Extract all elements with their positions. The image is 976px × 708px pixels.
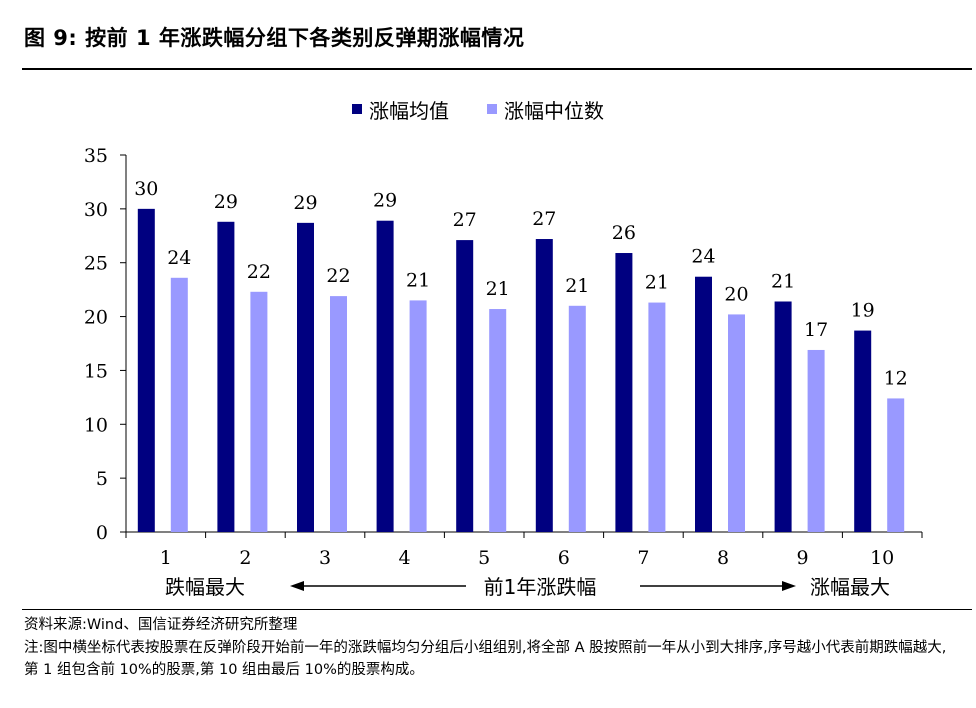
bar-mean — [456, 240, 474, 532]
legend-swatch — [352, 104, 362, 114]
x-tick-label: 8 — [717, 547, 729, 569]
x-tick-label: 5 — [478, 547, 490, 569]
data-label: 29 — [373, 190, 397, 212]
data-label: 21 — [645, 272, 669, 294]
annotation-left: 跌幅最大 — [165, 575, 245, 599]
data-label: 21 — [486, 278, 510, 300]
x-tick-label: 2 — [239, 547, 251, 569]
bar-mean — [535, 239, 553, 532]
bar-median — [728, 314, 745, 532]
bar-mean — [217, 221, 235, 533]
y-tick-label: 5 — [96, 468, 108, 490]
y-tick-label: 35 — [84, 145, 108, 167]
data-label: 29 — [214, 191, 238, 213]
data-label: 27 — [532, 208, 556, 230]
bar-median — [648, 302, 666, 532]
legend-label: 涨幅中位数 — [504, 99, 604, 123]
source-note: 资料来源:Wind、国信证券经济研究所整理 — [24, 617, 298, 633]
data-label: 26 — [612, 222, 636, 244]
y-tick-label: 15 — [84, 360, 108, 382]
data-label: 12 — [884, 367, 908, 389]
y-tick-label: 25 — [84, 253, 108, 275]
data-label: 20 — [724, 283, 748, 305]
bar-median — [330, 296, 347, 532]
data-label: 22 — [247, 261, 271, 283]
data-label: 27 — [453, 209, 477, 231]
data-label: 24 — [167, 247, 191, 269]
bar-median — [170, 277, 188, 532]
bar-mean — [774, 301, 792, 532]
data-label: 21 — [406, 269, 430, 291]
bar-median — [489, 309, 507, 532]
explanation-note: 注:图中横坐标代表按股票在反弹阶段开始前一年的涨跌幅均匀分组后小组组别,将全部 … — [24, 640, 947, 678]
bar-mean — [376, 220, 394, 532]
chart-legend: 涨幅均值 涨幅中位数 — [352, 99, 604, 123]
legend-label: 涨幅均值 — [369, 99, 449, 123]
figure-title: 图 9: 按前 1 年涨跌幅分组下各类别反弹期涨幅情况 — [24, 26, 525, 50]
y-tick-label: 10 — [84, 414, 108, 436]
y-tick-label: 0 — [96, 522, 108, 544]
data-label: 21 — [771, 270, 795, 292]
data-label: 24 — [691, 246, 715, 268]
arrow-left-head — [290, 581, 304, 591]
footer-rule — [22, 609, 972, 610]
annotation-center: 前1年涨跌幅 — [484, 575, 597, 599]
bar-mean — [854, 330, 872, 532]
bar-mean — [137, 208, 155, 532]
x-tick-label: 10 — [870, 547, 894, 569]
data-label: 30 — [134, 178, 158, 200]
x-tick-label: 7 — [637, 547, 649, 569]
data-label: 19 — [851, 300, 875, 322]
data-label: 22 — [326, 265, 350, 287]
axis-annotation: 跌幅最大 前1年涨跌幅 涨幅最大 — [165, 575, 890, 599]
annotation-right: 涨幅最大 — [810, 575, 890, 599]
data-label: 21 — [565, 275, 589, 297]
bar-mean — [297, 222, 314, 533]
data-label: 17 — [804, 319, 828, 341]
data-label: 29 — [293, 192, 317, 214]
title-rule — [22, 68, 972, 70]
bar-median — [409, 300, 427, 532]
x-tick-label: 3 — [319, 547, 331, 569]
chart-bars: 30 24 29 22 29 22 29 21 27 21 27 21 26 21 24 20 21 17 19 12 — [134, 178, 908, 533]
bar-mean — [615, 253, 633, 532]
x-tick-label: 6 — [558, 547, 570, 569]
x-tick-label: 9 — [797, 547, 809, 569]
y-tick-label: 30 — [84, 199, 108, 221]
bar-median — [250, 291, 268, 532]
arrow-right-head — [782, 581, 796, 591]
bar-median — [807, 349, 825, 532]
bar-median — [568, 305, 586, 532]
bar-median — [887, 398, 905, 532]
x-tick-label: 1 — [160, 547, 172, 569]
y-tick-label: 20 — [84, 307, 108, 329]
legend-swatch — [487, 104, 497, 114]
x-tick-label: 4 — [399, 547, 411, 569]
bar-mean — [695, 276, 712, 532]
